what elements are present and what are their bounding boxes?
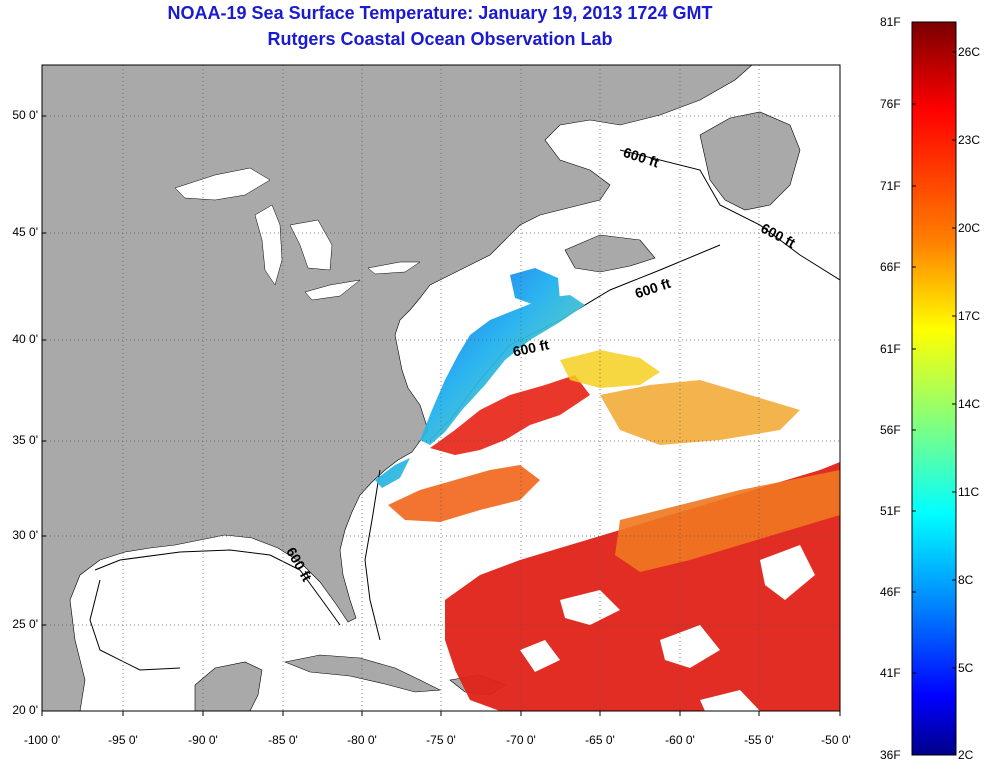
colorbar-c-label: 17C: [958, 309, 981, 323]
lat-tick-label: 35 0': [12, 433, 38, 447]
colorbar-c-label: 23C: [958, 133, 981, 147]
colorbar-f-label: 46F: [880, 585, 901, 599]
lat-tick-label: 50 0': [12, 108, 38, 122]
colorbar-c-label: 14C: [958, 397, 981, 411]
colorbar-f-label: 76F: [880, 97, 901, 111]
colorbar-f-label: 56F: [880, 423, 901, 437]
colorbar-f-label: 71F: [880, 179, 901, 193]
map-subtitle: Rutgers Coastal Ocean Observation Lab: [267, 29, 613, 49]
lon-tick-label: -70 0': [506, 733, 536, 747]
colorbar-c-label: 5C: [958, 661, 974, 675]
map-gridlines: [42, 65, 840, 711]
land-nova-scotia: [564, 234, 656, 273]
cloud-gaps: [520, 545, 815, 711]
lat-tick-label: 20 0': [12, 703, 38, 717]
colorbar-f-label: 81F: [880, 15, 901, 29]
axis-tick-marks: [41, 115, 841, 716]
sst-warm-patch-mid: [388, 465, 540, 522]
sst-gulf-stream: [430, 375, 590, 455]
sst-cool-shelf: [375, 268, 585, 488]
sst-orange-south: [615, 470, 840, 572]
colorbar-f-label: 41F: [880, 666, 901, 680]
lat-tick-label: 25 0': [12, 617, 38, 631]
sst-yellow-patch: [560, 350, 660, 388]
lon-tick-label: -100 0': [23, 733, 61, 747]
lon-tick-label: -50 0': [821, 733, 851, 747]
colorbar-ticks: [912, 51, 956, 674]
isobath-label: 600 ft: [511, 336, 550, 359]
lon-tick-label: -90 0': [188, 733, 218, 747]
colorbar-c-label: 26C: [958, 45, 981, 59]
lon-tick-label: -75 0': [426, 733, 456, 747]
land-cuba: [283, 654, 442, 693]
land-yucatan: [194, 661, 263, 711]
lat-tick-label: 40 0': [12, 332, 38, 346]
colorbar-f-label: 51F: [880, 504, 901, 518]
sst-orange-scatter: [600, 380, 800, 445]
lon-tick-label: -95 0': [108, 733, 138, 747]
lat-tick-label: 45 0': [12, 225, 38, 239]
great-lakes: [174, 167, 421, 301]
colorbar-c-label: 8C: [958, 573, 974, 587]
lon-tick-label: -65 0': [585, 733, 615, 747]
colorbar-f-label: 66F: [880, 260, 901, 274]
colorbar-c-label: 11C: [958, 485, 980, 499]
lon-tick-label: -85 0': [268, 733, 298, 747]
colorbar-c-label: 20C: [958, 221, 981, 235]
map-title: NOAA-19 Sea Surface Temperature: January…: [167, 3, 713, 23]
lon-tick-label: -80 0': [347, 733, 377, 747]
lon-tick-label: -55 0': [744, 733, 774, 747]
colorbar-f-label: 61F: [880, 342, 901, 356]
colorbar-f-label: 36F: [880, 748, 901, 762]
colorbar: [911, 21, 957, 756]
land-newfoundland: [699, 111, 801, 211]
lon-tick-label: -60 0': [665, 733, 695, 747]
lat-tick-label: 30 0': [12, 528, 38, 542]
colorbar-c-label: 2C: [958, 748, 974, 762]
